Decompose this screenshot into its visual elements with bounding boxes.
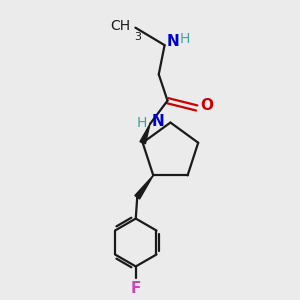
Text: CH: CH — [110, 19, 130, 33]
Text: N: N — [152, 114, 164, 129]
Text: H: H — [137, 116, 147, 130]
Text: F: F — [130, 281, 141, 296]
Polygon shape — [135, 176, 153, 199]
Text: O: O — [200, 98, 213, 113]
Text: N: N — [167, 34, 180, 49]
Polygon shape — [140, 124, 150, 144]
Text: 3: 3 — [134, 32, 141, 42]
Text: H: H — [179, 32, 190, 46]
